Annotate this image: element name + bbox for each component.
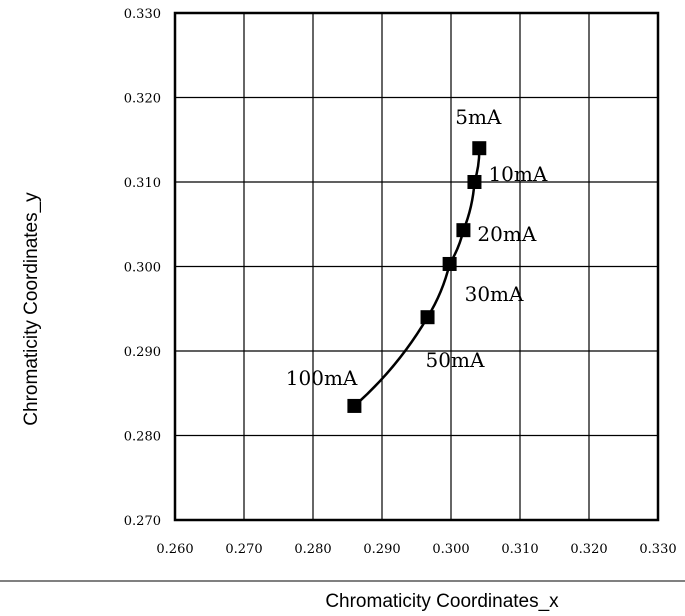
grid-lines [175, 13, 658, 520]
point-label: 100mA [286, 366, 358, 390]
tick-labels: 0.260 0.270 0.280 0.290 0.300 0.310 0.320 0.330… [124, 7, 677, 557]
data-point-marker [472, 141, 487, 156]
y-tick-label: 0.330 [124, 7, 161, 22]
y-tick-label: 0.290 [124, 345, 161, 360]
data-series [347, 141, 487, 413]
point-label: 30mA [465, 282, 524, 306]
data-point-marker [467, 175, 482, 189]
x-tick-label: 0.310 [501, 542, 538, 557]
x-tick-label: 0.320 [570, 542, 607, 557]
y-tick-label: 0.280 [124, 430, 161, 445]
data-point-marker [347, 398, 362, 413]
y-tick-label: 0.300 [124, 261, 161, 276]
point-label: 5mA [455, 105, 502, 129]
point-labels: 5mA 10mA 20mA 30mA 50mA 100mA [286, 105, 548, 390]
plot-frame [173, 11, 660, 522]
y-tick-label: 0.310 [124, 176, 161, 191]
y-axis-title: Chromaticity Coordinates_y [21, 192, 42, 426]
data-point-marker [456, 223, 471, 238]
point-label: 50mA [426, 348, 485, 372]
x-axis-title: Chromaticity Coordinates_x [325, 591, 559, 612]
x-tick-label: 0.260 [156, 542, 193, 557]
data-point-marker [420, 310, 435, 325]
x-tick-label: 0.300 [432, 542, 469, 557]
y-tick-label: 0.320 [124, 92, 161, 107]
data-point-marker [442, 256, 457, 271]
point-label: 20mA [477, 222, 536, 246]
x-tick-label: 0.330 [639, 542, 676, 557]
x-tick-label: 0.290 [363, 542, 400, 557]
x-tick-label: 0.280 [294, 542, 331, 557]
x-tick-label: 0.270 [225, 542, 262, 557]
point-label: 10mA [488, 162, 547, 186]
y-tick-label: 0.270 [124, 514, 161, 529]
